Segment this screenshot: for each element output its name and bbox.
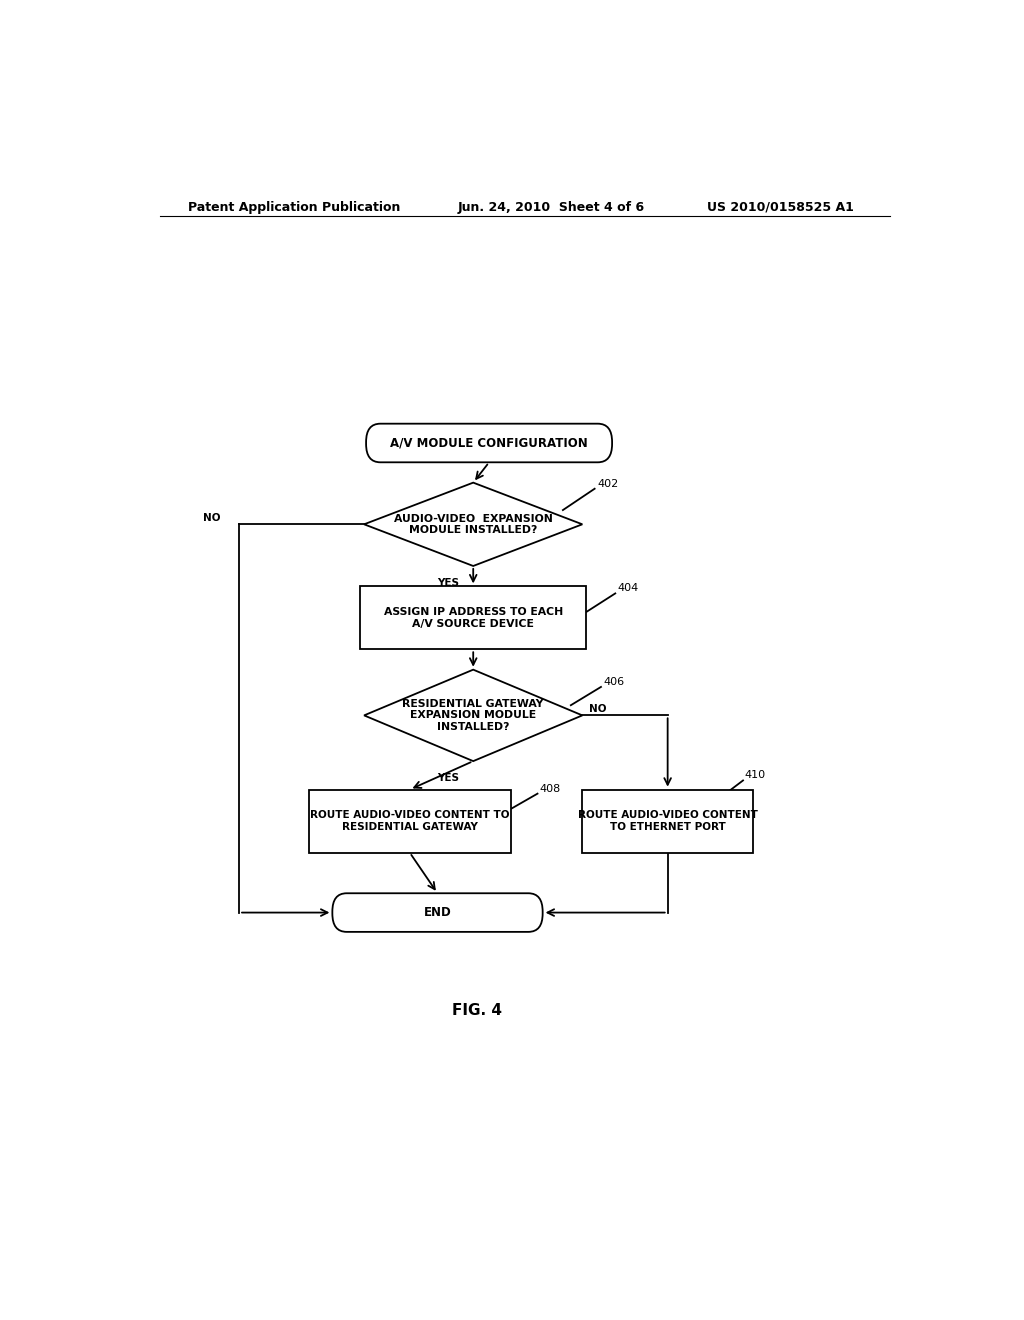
Polygon shape [365, 669, 583, 762]
Bar [360, 586, 587, 649]
Text: 408: 408 [540, 784, 561, 793]
Polygon shape [365, 483, 583, 566]
FancyBboxPatch shape [367, 424, 612, 462]
Text: RESIDENTIAL GATEWAY
EXPANSION MODULE
INSTALLED?: RESIDENTIAL GATEWAY EXPANSION MODULE INS… [402, 698, 544, 733]
Bar [308, 789, 511, 853]
FancyBboxPatch shape [333, 894, 543, 932]
Text: END: END [424, 906, 452, 919]
Text: AUDIO-VIDEO  EXPANSION
MODULE INSTALLED?: AUDIO-VIDEO EXPANSION MODULE INSTALLED? [394, 513, 553, 535]
Text: Patent Application Publication: Patent Application Publication [187, 201, 400, 214]
Text: US 2010/0158525 A1: US 2010/0158525 A1 [708, 201, 854, 214]
Text: NO: NO [589, 705, 606, 714]
Text: ROUTE AUDIO-VIDEO CONTENT
TO ETHERNET PORT: ROUTE AUDIO-VIDEO CONTENT TO ETHERNET PO… [578, 810, 758, 832]
Text: NO: NO [204, 513, 221, 523]
Text: A/V MODULE CONFIGURATION: A/V MODULE CONFIGURATION [390, 437, 588, 450]
Text: YES: YES [437, 774, 460, 783]
Text: 402: 402 [597, 479, 618, 488]
Text: ASSIGN IP ADDRESS TO EACH
A/V SOURCE DEVICE: ASSIGN IP ADDRESS TO EACH A/V SOURCE DEV… [384, 607, 563, 628]
Text: Jun. 24, 2010  Sheet 4 of 6: Jun. 24, 2010 Sheet 4 of 6 [458, 201, 644, 214]
Text: 404: 404 [617, 583, 639, 594]
Bar [583, 789, 753, 853]
Text: 406: 406 [603, 677, 625, 686]
Text: 410: 410 [744, 771, 766, 780]
Text: YES: YES [437, 578, 460, 589]
Text: FIG. 4: FIG. 4 [453, 1003, 502, 1018]
Text: ROUTE AUDIO-VIDEO CONTENT TO
RESIDENTIAL GATEWAY: ROUTE AUDIO-VIDEO CONTENT TO RESIDENTIAL… [310, 810, 510, 832]
